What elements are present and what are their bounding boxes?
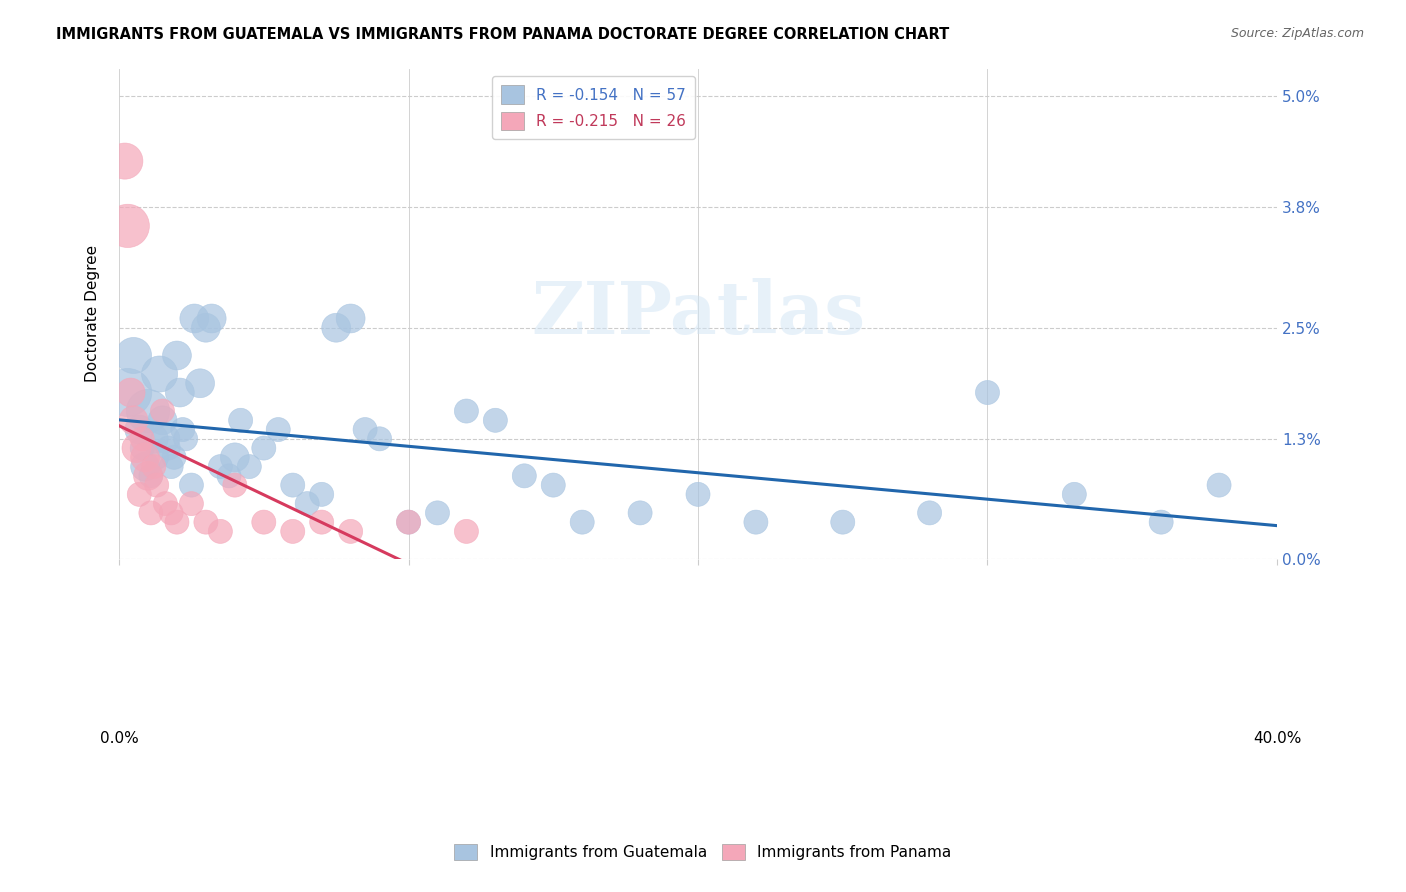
Point bbox=[426, 506, 449, 520]
Text: 0.0%: 0.0% bbox=[100, 731, 138, 746]
Point bbox=[201, 311, 224, 326]
Point bbox=[134, 459, 156, 474]
Point bbox=[117, 385, 139, 400]
Point bbox=[398, 515, 420, 529]
Point bbox=[281, 524, 304, 539]
Point bbox=[297, 497, 319, 511]
Point bbox=[139, 506, 162, 520]
Point bbox=[145, 478, 167, 492]
Point bbox=[155, 432, 177, 446]
Point bbox=[209, 524, 232, 539]
Point bbox=[1208, 478, 1230, 492]
Point bbox=[194, 515, 217, 529]
Point bbox=[513, 468, 536, 483]
Point bbox=[128, 423, 150, 437]
Point bbox=[281, 478, 304, 492]
Point bbox=[122, 413, 145, 427]
Point bbox=[172, 423, 194, 437]
Point bbox=[238, 459, 260, 474]
Legend: Immigrants from Guatemala, Immigrants from Panama: Immigrants from Guatemala, Immigrants fr… bbox=[449, 838, 957, 866]
Point bbox=[398, 515, 420, 529]
Point bbox=[157, 441, 180, 455]
Point bbox=[128, 487, 150, 501]
Point bbox=[131, 432, 153, 446]
Point bbox=[918, 506, 941, 520]
Point bbox=[122, 349, 145, 363]
Point bbox=[831, 515, 853, 529]
Point bbox=[1150, 515, 1173, 529]
Point bbox=[169, 385, 191, 400]
Point bbox=[976, 385, 998, 400]
Point bbox=[1063, 487, 1085, 501]
Point bbox=[152, 413, 174, 427]
Text: IMMIGRANTS FROM GUATEMALA VS IMMIGRANTS FROM PANAMA DOCTORATE DEGREE CORRELATION: IMMIGRANTS FROM GUATEMALA VS IMMIGRANTS … bbox=[56, 27, 949, 42]
Point bbox=[224, 450, 246, 465]
Point bbox=[229, 413, 252, 427]
Point bbox=[142, 459, 165, 474]
Point bbox=[253, 515, 276, 529]
Point bbox=[745, 515, 768, 529]
Point bbox=[628, 506, 651, 520]
Point bbox=[139, 468, 162, 483]
Point bbox=[354, 423, 377, 437]
Point bbox=[339, 311, 361, 326]
Point bbox=[311, 515, 333, 529]
Point bbox=[267, 423, 290, 437]
Point bbox=[456, 524, 478, 539]
Point bbox=[188, 376, 211, 391]
Point bbox=[148, 367, 170, 381]
Point bbox=[543, 478, 565, 492]
Point bbox=[125, 441, 148, 455]
Legend: R = -0.154   N = 57, R = -0.215   N = 26: R = -0.154 N = 57, R = -0.215 N = 26 bbox=[492, 76, 696, 139]
Point bbox=[142, 432, 165, 446]
Point bbox=[166, 349, 188, 363]
Point bbox=[180, 478, 202, 492]
Point bbox=[145, 450, 167, 465]
Point bbox=[571, 515, 593, 529]
Point bbox=[136, 468, 159, 483]
Point bbox=[174, 432, 197, 446]
Point bbox=[209, 459, 232, 474]
Text: ZIPatlas: ZIPatlas bbox=[531, 278, 865, 350]
Point bbox=[160, 459, 183, 474]
Point bbox=[131, 441, 153, 455]
Point bbox=[117, 219, 139, 233]
Point bbox=[134, 450, 156, 465]
Text: 40.0%: 40.0% bbox=[1253, 731, 1301, 746]
Point bbox=[194, 320, 217, 334]
Point bbox=[484, 413, 506, 427]
Point bbox=[339, 524, 361, 539]
Point bbox=[155, 497, 177, 511]
Point bbox=[218, 468, 240, 483]
Point bbox=[166, 515, 188, 529]
Point bbox=[180, 497, 202, 511]
Point bbox=[686, 487, 709, 501]
Point bbox=[311, 487, 333, 501]
Point bbox=[136, 404, 159, 418]
Y-axis label: Doctorate Degree: Doctorate Degree bbox=[86, 245, 100, 383]
Point bbox=[224, 478, 246, 492]
Point bbox=[183, 311, 205, 326]
Point bbox=[325, 320, 347, 334]
Point bbox=[368, 432, 391, 446]
Point bbox=[114, 154, 136, 169]
Point bbox=[152, 404, 174, 418]
Point bbox=[120, 385, 142, 400]
Point bbox=[160, 506, 183, 520]
Point bbox=[456, 404, 478, 418]
Point bbox=[253, 441, 276, 455]
Text: Source: ZipAtlas.com: Source: ZipAtlas.com bbox=[1230, 27, 1364, 40]
Point bbox=[163, 450, 186, 465]
